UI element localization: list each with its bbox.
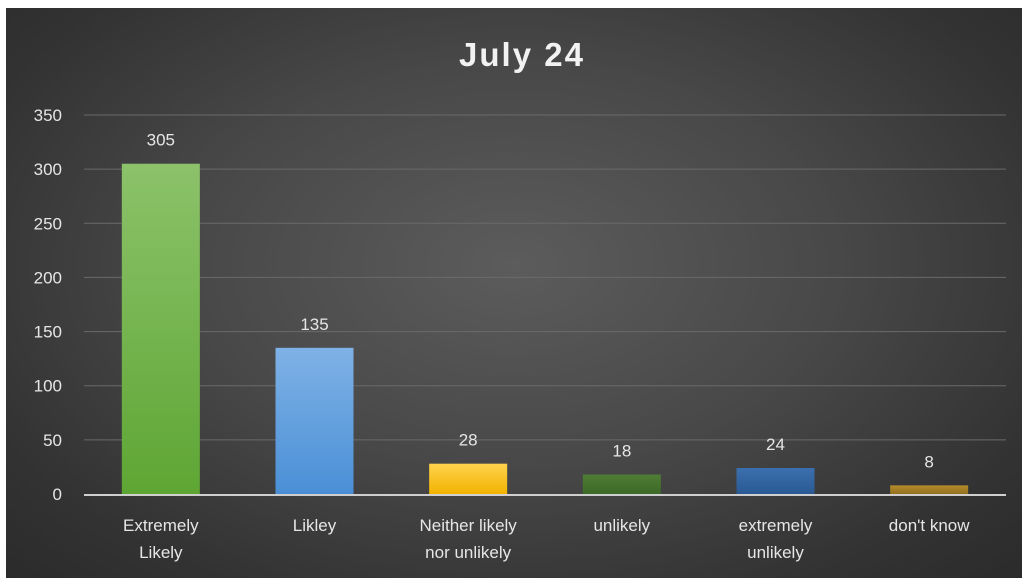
y-tick-label: 150 — [34, 323, 62, 342]
y-tick-label: 0 — [53, 485, 62, 504]
data-label: 135 — [300, 315, 328, 334]
chart-title: July 24 — [459, 36, 585, 73]
gridlines — [84, 114, 1006, 441]
y-tick-label: 200 — [34, 268, 62, 287]
x-category-label: Neither likely nor unlikely — [420, 516, 518, 562]
y-tick-label: 100 — [34, 377, 62, 396]
y-tick-label: 300 — [34, 160, 62, 179]
x-category-label: extremely unlikely — [739, 516, 813, 562]
x-category-label: unlikely — [593, 516, 650, 535]
y-tick-label: 50 — [43, 431, 62, 450]
x-category-label: Likley — [293, 516, 337, 535]
bars — [121, 163, 969, 494]
bar — [429, 463, 508, 494]
bar-chart: July 24 0 50 100 150 200 250 300 350 305 135 28 18… — [34, 36, 1006, 562]
y-axis-tick-labels: 0 50 100 150 200 250 300 350 — [34, 106, 62, 504]
data-label: 8 — [924, 452, 933, 471]
data-label: 18 — [612, 442, 631, 461]
bar — [121, 163, 200, 494]
bar — [582, 474, 661, 494]
bar — [736, 468, 815, 494]
y-tick-label: 250 — [34, 214, 62, 233]
y-tick-label: 350 — [34, 106, 62, 125]
data-label: 24 — [766, 435, 785, 454]
data-label: 305 — [147, 131, 175, 150]
x-category-label: Extremely Likely — [123, 516, 199, 562]
data-labels: 305 135 28 18 24 8 — [147, 131, 934, 472]
data-label: 28 — [459, 431, 478, 450]
bar — [275, 347, 354, 494]
x-category-label: don't know — [889, 516, 970, 535]
chart-area: July 24 0 50 100 150 200 250 300 350 305 135 28 18… — [6, 8, 1022, 578]
bar — [890, 485, 969, 494]
x-axis-category-labels: Extremely Likely Likley Neither likely nor u… — [123, 516, 970, 562]
